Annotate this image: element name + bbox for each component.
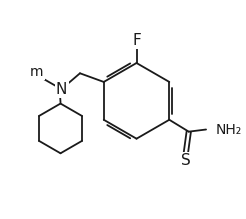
Text: NH₂: NH₂ (216, 122, 242, 136)
Text: N: N (56, 82, 67, 97)
Text: m: m (30, 65, 44, 79)
Text: F: F (132, 33, 141, 48)
Text: S: S (181, 153, 190, 168)
